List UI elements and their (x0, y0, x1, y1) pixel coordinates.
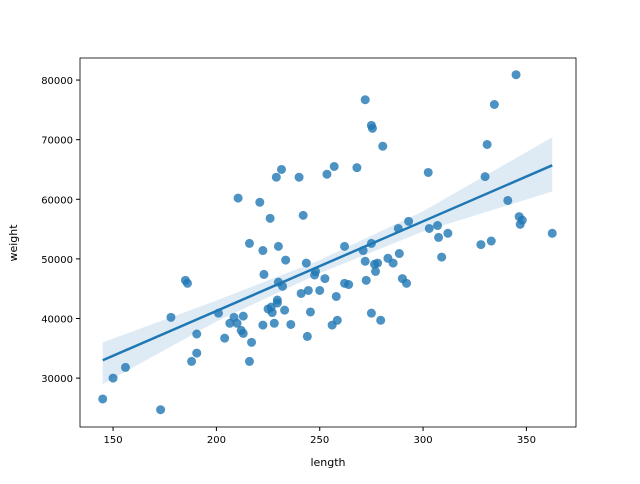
data-point (244, 356, 254, 366)
data-point (434, 232, 444, 242)
data-point (272, 298, 282, 308)
data-point (424, 223, 434, 233)
data-point (503, 195, 513, 205)
data-point (294, 172, 304, 182)
data-point (280, 305, 290, 315)
data-point (388, 258, 398, 268)
data-point (277, 164, 286, 174)
y-tick-label: 70000 (41, 136, 73, 147)
data-point (378, 141, 388, 151)
data-point (367, 123, 377, 133)
data-point (360, 256, 370, 266)
y-tick-label: 30000 (41, 374, 73, 385)
data-point (187, 356, 197, 366)
data-point (376, 315, 386, 325)
data-point (296, 288, 306, 298)
data-point (98, 394, 108, 404)
data-point (192, 348, 202, 358)
y-tick-label: 50000 (41, 255, 73, 266)
data-point (322, 169, 332, 179)
data-point (511, 70, 521, 80)
y-tick-label: 80000 (41, 76, 73, 87)
data-point (443, 228, 453, 238)
data-point (265, 213, 275, 223)
data-point (404, 216, 414, 226)
data-point (489, 99, 499, 109)
data-point (332, 315, 342, 325)
data-point (331, 291, 341, 301)
data-point (360, 95, 370, 105)
data-point (238, 328, 248, 338)
data-point (352, 163, 362, 173)
data-point (402, 278, 412, 288)
data-point (258, 320, 268, 330)
data-point (373, 258, 383, 268)
data-point (301, 258, 311, 268)
data-point (344, 280, 354, 290)
data-point (298, 210, 308, 220)
data-point (340, 241, 350, 251)
x-axis-label: length (310, 456, 345, 469)
data-point (486, 236, 496, 246)
data-point (476, 240, 486, 250)
data-point (315, 285, 325, 295)
data-point (258, 246, 268, 256)
data-point (303, 285, 313, 295)
data-point (437, 252, 447, 262)
data-point (547, 228, 557, 238)
data-point (371, 266, 381, 276)
x-tick-label: 350 (517, 435, 536, 446)
data-point (244, 238, 254, 248)
data-point (120, 362, 130, 372)
data-point (433, 221, 443, 231)
data-point (232, 318, 242, 328)
data-point (482, 139, 492, 149)
data-point (166, 312, 176, 322)
data-point (259, 269, 269, 279)
data-point (238, 311, 248, 321)
data-point (480, 172, 490, 182)
data-point (305, 307, 315, 317)
data-point (320, 274, 330, 284)
data-point (192, 329, 202, 339)
data-point (329, 161, 339, 171)
data-point (281, 255, 291, 265)
data-point (233, 193, 243, 203)
data-point (394, 249, 404, 259)
y-tick-label: 40000 (41, 315, 73, 326)
x-tick-label: 200 (207, 435, 226, 446)
data-point (286, 319, 296, 329)
data-point (273, 241, 283, 251)
data-point (255, 197, 265, 207)
x-tick-label: 250 (310, 435, 329, 446)
data-point (366, 308, 376, 318)
confidence-band (102, 137, 553, 385)
data-point (220, 333, 230, 343)
data-point (269, 318, 279, 328)
y-axis-label: weight (7, 224, 20, 262)
regression-line (102, 164, 553, 362)
plot-frame (79, 57, 577, 428)
data-point (156, 405, 166, 415)
data-point (182, 278, 192, 288)
y-tick-label: 60000 (41, 195, 73, 206)
x-tick-label: 150 (104, 435, 123, 446)
data-point (271, 172, 281, 182)
data-point (108, 373, 118, 383)
data-point (267, 308, 277, 318)
x-tick-label: 300 (414, 435, 433, 446)
data-point (361, 275, 371, 285)
data-point (517, 215, 527, 225)
data-point (302, 331, 312, 341)
data-point (247, 337, 257, 347)
data-point (423, 167, 433, 177)
